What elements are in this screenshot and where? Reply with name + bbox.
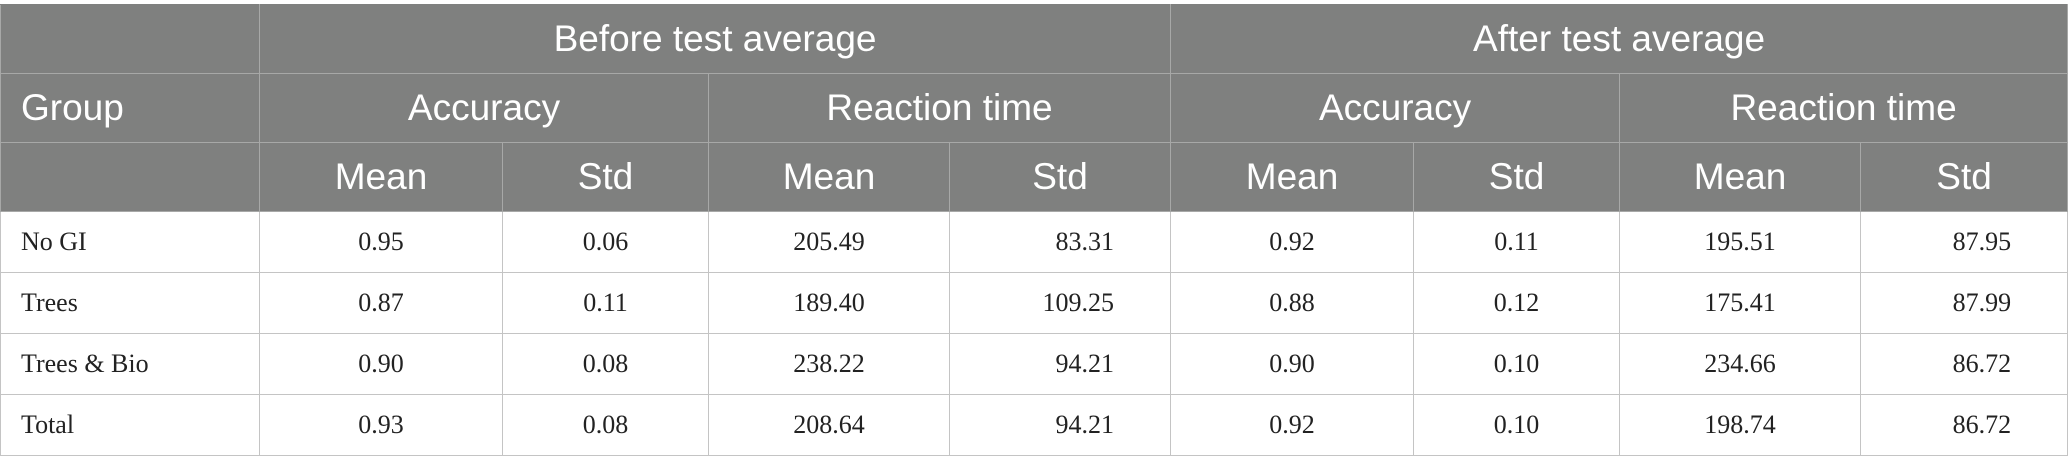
header-corner-bottom [0,142,260,212]
table-body: No GI 0.95 0.06 205.49 83.31 0.92 0.11 1… [0,211,2068,456]
header-before-acc-std: Std [502,142,709,212]
before-acc-std-cell: 0.08 [502,394,709,456]
before-acc-mean-cell: 0.93 [259,394,503,456]
after-acc-std-cell: 0.10 [1413,333,1621,395]
header-before-rt-std: Std [948,142,1172,212]
before-rt-std-cell: 109.25 [948,272,1172,334]
header-corner-top [0,4,260,74]
header-row-measures: Group Accuracy Reaction time Accuracy Re… [0,73,2068,143]
header-after-rt-mean: Mean [1619,142,1862,212]
header-after-reaction-time: Reaction time [1619,73,2068,143]
header-before-test: Before test average [258,4,1172,74]
header-after-acc-std: Std [1413,142,1621,212]
after-rt-std-cell: 87.99 [1860,272,2068,334]
after-acc-std-cell: 0.11 [1413,211,1621,273]
row-group-label: Trees & Bio [0,333,260,395]
row-group-label: No GI [0,211,260,273]
before-acc-mean-cell: 0.95 [259,211,503,273]
before-rt-mean-cell: 208.64 [708,394,950,456]
after-rt-mean-cell: 234.66 [1619,333,1862,395]
table-row: Total 0.93 0.08 208.64 94.21 0.92 0.10 1… [0,394,2068,456]
after-rt-std-cell: 86.72 [1860,333,2068,395]
header-before-rt-mean: Mean [708,142,950,212]
after-rt-mean-cell: 195.51 [1619,211,1862,273]
header-row-stats: Mean Std Mean Std Mean Std Mean Std [0,142,2068,212]
before-rt-mean-cell: 189.40 [708,272,950,334]
before-rt-std-cell: 94.21 [948,333,1172,395]
before-rt-std-cell: 94.21 [948,394,1172,456]
after-rt-mean-cell: 175.41 [1619,272,1862,334]
header-after-acc-mean: Mean [1170,142,1415,212]
header-before-accuracy: Accuracy [259,73,709,143]
row-group-label: Total [0,394,260,456]
after-acc-mean-cell: 0.92 [1170,394,1415,456]
before-acc-std-cell: 0.06 [502,211,709,273]
header-after-rt-std: Std [1860,142,2068,212]
after-acc-std-cell: 0.12 [1413,272,1621,334]
before-acc-std-cell: 0.11 [502,272,709,334]
table-row: Trees & Bio 0.90 0.08 238.22 94.21 0.90 … [0,333,2068,395]
header-after-test: After test average [1170,4,2068,74]
header-row-periods: Before test average After test average [0,4,2068,74]
header-after-accuracy: Accuracy [1170,73,1621,143]
after-rt-mean-cell: 198.74 [1619,394,1862,456]
before-rt-std-cell: 83.31 [948,211,1172,273]
after-acc-mean-cell: 0.92 [1170,211,1415,273]
before-rt-mean-cell: 205.49 [708,211,950,273]
after-rt-std-cell: 87.95 [1860,211,2068,273]
after-rt-std-cell: 86.72 [1860,394,2068,456]
before-acc-mean-cell: 0.90 [259,333,503,395]
header-group: Group [0,73,260,143]
table-row: Trees 0.87 0.11 189.40 109.25 0.88 0.12 … [0,272,2068,334]
results-table: Before test average After test average G… [0,4,2068,456]
header-before-acc-mean: Mean [259,142,503,212]
after-acc-std-cell: 0.10 [1413,394,1621,456]
after-acc-mean-cell: 0.90 [1170,333,1415,395]
before-rt-mean-cell: 238.22 [708,333,950,395]
header-before-reaction-time: Reaction time [707,73,1172,143]
before-acc-mean-cell: 0.87 [259,272,503,334]
after-acc-mean-cell: 0.88 [1170,272,1415,334]
table-header: Before test average After test average G… [0,4,2068,212]
row-group-label: Trees [0,272,260,334]
table-row: No GI 0.95 0.06 205.49 83.31 0.92 0.11 1… [0,211,2068,273]
before-acc-std-cell: 0.08 [502,333,709,395]
